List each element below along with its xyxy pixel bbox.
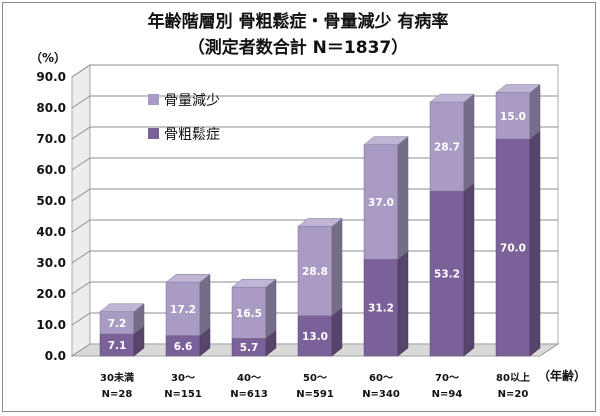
y-tick-label: 30.0 <box>36 256 66 270</box>
bar-side <box>529 83 541 140</box>
data-label: 17.2 <box>170 304 196 316</box>
x-tick-sample-size: N=28 <box>102 389 133 400</box>
data-label: 70.0 <box>500 243 526 255</box>
gridline <box>71 126 558 140</box>
x-tick-label: 40～ <box>237 373 261 384</box>
bar-stack <box>99 303 145 357</box>
x-tick-label: 30未満 <box>100 371 134 384</box>
gridline <box>71 64 558 78</box>
x-tick-sample-size: N=340 <box>362 389 400 400</box>
data-label: 6.6 <box>174 341 193 353</box>
bar-top <box>429 93 475 103</box>
data-labels: 7.1 7.2 6.6 17.2 5.7 16.5 13.0 28.8 31.2 37.0 53.2… <box>108 111 526 354</box>
side-wall <box>71 64 91 357</box>
y-tick-label: 40.0 <box>36 225 66 239</box>
y-tick-labels: 0.0 10.0 20.0 30.0 40.0 50.0 60.0 70.0 80.0 90.0 <box>36 70 66 363</box>
bar-side <box>199 273 211 337</box>
chart-subtitle: （測定者数合計 N＝1837） <box>188 37 408 58</box>
bar-segment <box>495 92 531 140</box>
bar-segment <box>363 144 399 260</box>
y-tick-label: 80.0 <box>36 101 66 115</box>
data-label: 28.7 <box>434 142 460 154</box>
bar-segment <box>363 259 399 357</box>
bar-stack <box>165 273 211 357</box>
x-tick-label: 30～ <box>171 373 195 384</box>
bar-top <box>297 218 343 227</box>
x-tick-sample-size: N=151 <box>164 389 202 400</box>
y-tick-label: 90.0 <box>36 70 66 84</box>
y-tick-label: 70.0 <box>36 132 66 146</box>
x-tick-label: 60～ <box>369 373 393 384</box>
bar-top <box>495 84 541 93</box>
y-axis-unit: （%） <box>30 50 66 65</box>
x-tick-label: 50～ <box>303 373 327 384</box>
legend-swatch <box>148 128 159 139</box>
legend-swatch <box>148 94 159 105</box>
x-tick-sample-size: N=613 <box>230 389 268 400</box>
chart-title: 年齢階層別 骨粗鬆症・骨量減少 有病率 <box>148 11 449 32</box>
y-tick-label: 20.0 <box>36 287 66 301</box>
bar-stack <box>429 93 475 357</box>
bar-side <box>463 93 475 192</box>
x-axis-unit: （年齢） <box>538 368 586 383</box>
legend-item: 骨量減少 <box>148 92 220 109</box>
bar-side <box>397 136 409 260</box>
x-tick-sample-size: N=20 <box>498 389 529 400</box>
x-tick-sample-size: N=94 <box>432 389 463 400</box>
data-label: 31.2 <box>368 303 394 315</box>
data-label: 13.0 <box>302 331 328 343</box>
bar-side <box>331 217 343 317</box>
bar-segment <box>429 101 465 192</box>
legend-label: 骨量減少 <box>164 92 220 109</box>
y-tick-label: 50.0 <box>36 194 66 208</box>
bar-segment <box>297 315 333 357</box>
data-label: 28.8 <box>302 266 328 278</box>
data-label: 15.0 <box>500 111 526 123</box>
x-tick-label: 80以上 <box>496 371 530 384</box>
y-tick-label: 0.0 <box>45 349 66 363</box>
bar-side <box>463 182 475 357</box>
legend-label: 骨粗鬆症 <box>164 127 220 143</box>
data-label: 7.1 <box>108 340 127 352</box>
bar-top <box>165 273 211 283</box>
bar-top <box>363 136 409 145</box>
bar-top <box>231 278 277 288</box>
x-tick-sample-size: N=591 <box>296 389 334 400</box>
bar-side <box>265 278 277 339</box>
bar-top <box>99 303 145 312</box>
data-label: 37.0 <box>368 197 394 209</box>
y-tick-label: 10.0 <box>36 318 66 332</box>
gridline <box>71 95 558 109</box>
bar-side <box>331 307 343 357</box>
data-label: 5.7 <box>240 342 259 354</box>
bar-stack <box>495 83 541 357</box>
bar-side <box>529 130 541 357</box>
bars <box>99 83 541 357</box>
legend-item: 骨粗鬆症 <box>148 127 220 143</box>
bar-stack <box>297 217 343 357</box>
bar-stack <box>231 278 277 357</box>
data-label: 53.2 <box>434 269 460 281</box>
x-tick-labels: 30未満 N=28 30～ N=151 40～ N=613 50～ N=591 60～ N=340… <box>100 371 530 400</box>
bar-stack <box>363 136 409 357</box>
y-tick-label: 60.0 <box>36 163 66 177</box>
data-label: 16.5 <box>236 308 262 320</box>
bar-side <box>397 250 409 357</box>
data-label: 7.2 <box>108 318 127 330</box>
x-tick-label: 70～ <box>435 373 459 384</box>
